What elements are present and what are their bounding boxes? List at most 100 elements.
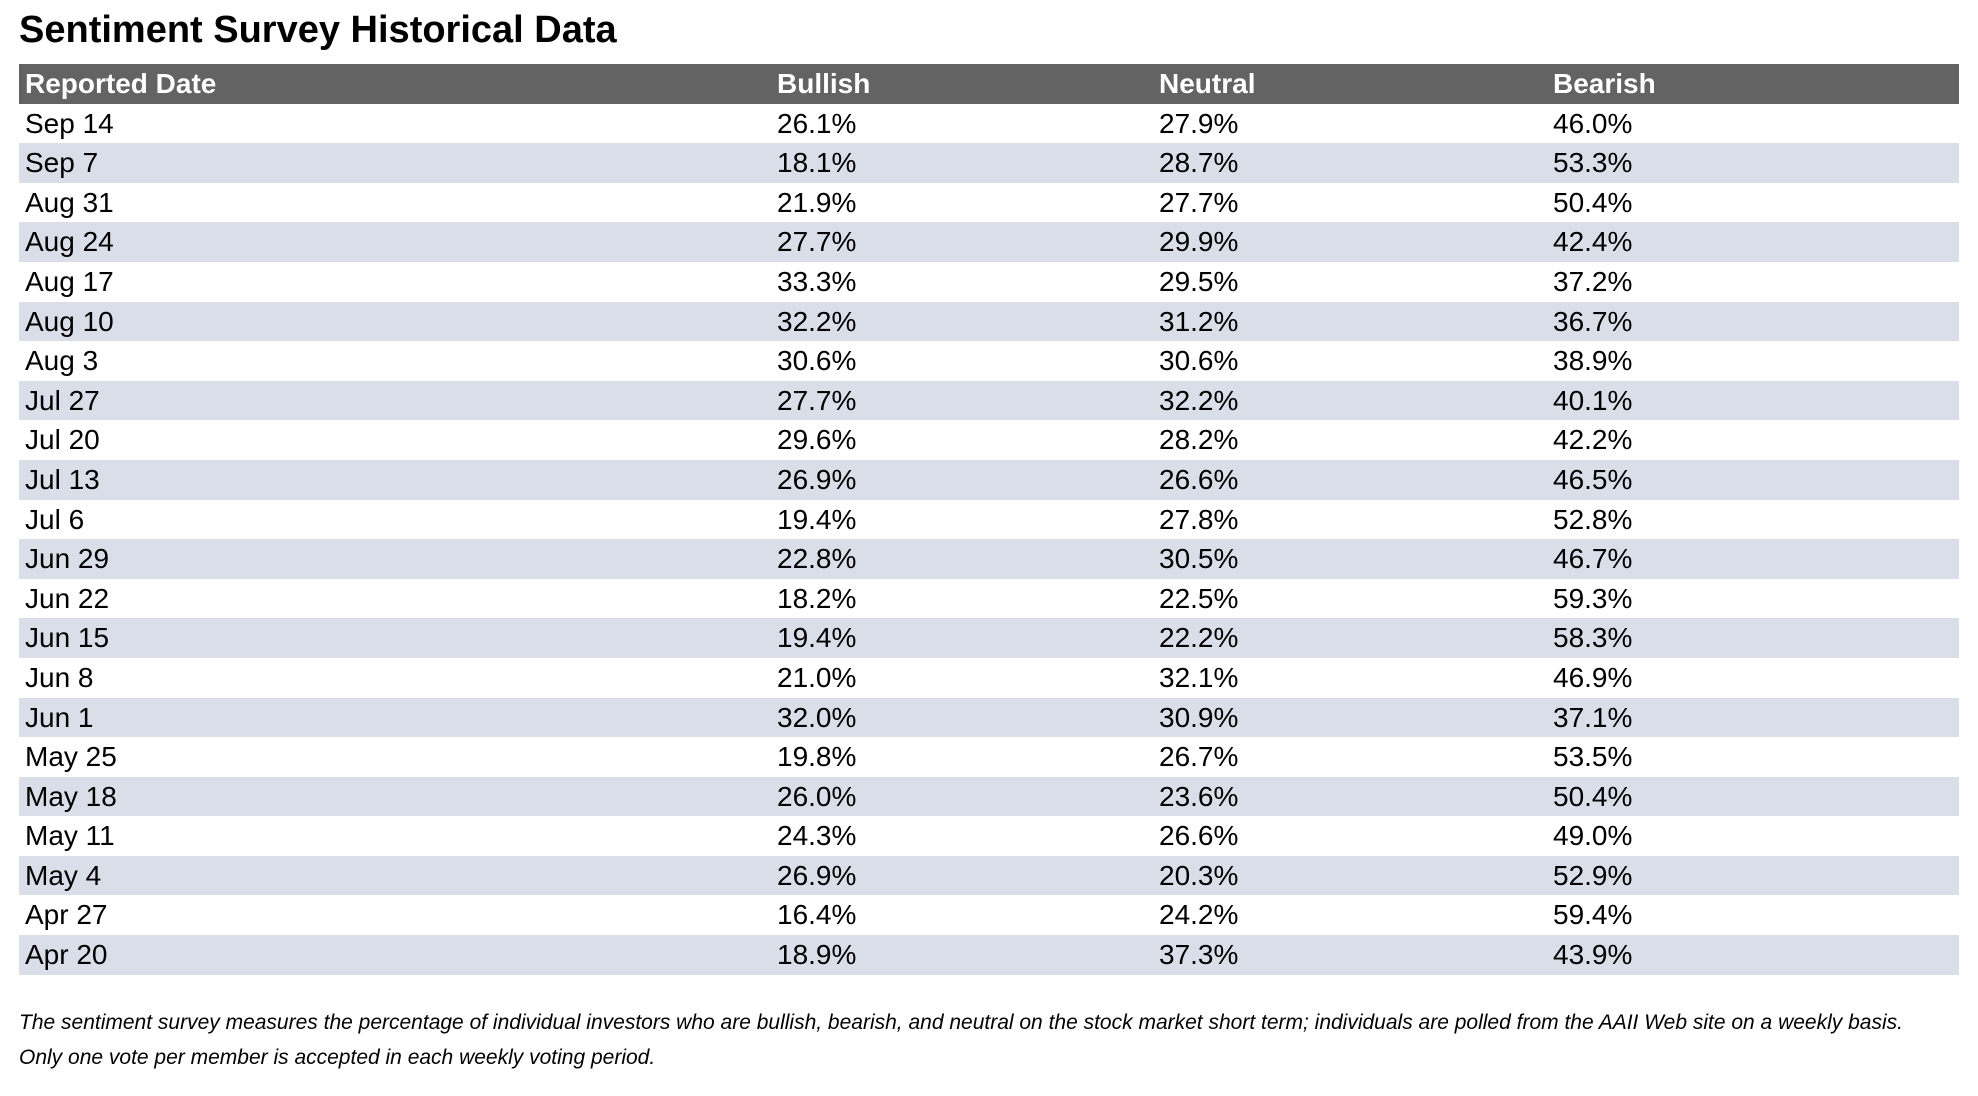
cell-bullish: 26.0% xyxy=(777,780,857,812)
cell-bearish: 46.0% xyxy=(1553,107,1633,139)
cell-reported-date: Aug 31 xyxy=(25,186,114,218)
table-body: Sep 14 26.1% 27.9% 46.0% Sep 7 18.1% 28.7% 53.3… xyxy=(19,103,1959,975)
cell-bearish: 52.8% xyxy=(1553,503,1633,535)
cell-reported-date: Jun 15 xyxy=(25,622,110,654)
cell-neutral: 24.2% xyxy=(1159,899,1239,931)
cell-bearish: 49.0% xyxy=(1553,820,1633,852)
table-row: Apr 27 16.4% 24.2% 59.4% xyxy=(19,895,1959,936)
cell-reported-date: Jun 29 xyxy=(25,543,110,575)
cell-reported-date: Jun 1 xyxy=(25,701,94,733)
sentiment-table: Reported Date Bullish Neutral Bearish Se… xyxy=(19,64,1959,975)
cell-bullish: 27.7% xyxy=(777,226,857,258)
cell-neutral: 27.8% xyxy=(1159,503,1239,535)
cell-bullish: 32.0% xyxy=(777,701,857,733)
table-row: Aug 3 30.6% 30.6% 38.9% xyxy=(19,341,1959,381)
cell-bearish: 42.4% xyxy=(1553,226,1633,258)
table-row: Aug 24 27.7% 29.9% 42.4% xyxy=(19,222,1959,262)
table-row: Aug 31 21.9% 27.7% 50.4% xyxy=(19,182,1959,223)
cell-bullish: 24.3% xyxy=(777,820,857,852)
header-reported-date: Reported Date xyxy=(25,68,217,99)
header-bullish: Bullish xyxy=(777,68,871,99)
cell-reported-date: May 25 xyxy=(25,741,117,773)
cell-bullish: 19.4% xyxy=(777,622,857,654)
cell-neutral: 31.2% xyxy=(1159,305,1239,337)
cell-reported-date: Jun 22 xyxy=(25,582,110,614)
cell-bullish: 16.4% xyxy=(777,899,857,931)
cell-reported-date: Sep 14 xyxy=(25,107,114,139)
cell-neutral: 23.6% xyxy=(1159,780,1239,812)
header-bearish: Bearish xyxy=(1553,68,1656,99)
cell-bearish: 37.2% xyxy=(1553,265,1633,297)
table-row: Jul 13 26.9% 26.6% 46.5% xyxy=(19,459,1959,500)
cell-bearish: 36.7% xyxy=(1553,305,1633,337)
cell-reported-date: Apr 20 xyxy=(25,939,108,971)
table-row: Jul 20 29.6% 28.2% 42.2% xyxy=(19,420,1959,460)
cell-reported-date: Aug 3 xyxy=(25,345,99,377)
table-row: Jun 8 21.0% 32.1% 46.9% xyxy=(19,657,1959,698)
cell-neutral: 20.3% xyxy=(1159,859,1239,891)
cell-reported-date: Aug 24 xyxy=(25,226,114,258)
cell-bearish: 46.5% xyxy=(1553,463,1633,495)
cell-reported-date: May 4 xyxy=(25,859,102,891)
cell-bullish: 22.8% xyxy=(777,543,857,575)
cell-bearish: 52.9% xyxy=(1553,859,1633,891)
cell-bearish: 50.4% xyxy=(1553,186,1633,218)
cell-bearish: 40.1% xyxy=(1553,384,1633,416)
cell-bearish: 37.1% xyxy=(1553,701,1633,733)
cell-neutral: 27.7% xyxy=(1159,186,1239,218)
table-row: Jun 29 22.8% 30.5% 46.7% xyxy=(19,539,1959,579)
table-row: Jul 6 19.4% 27.8% 52.8% xyxy=(19,499,1959,540)
cell-bullish: 18.1% xyxy=(777,147,857,179)
cell-reported-date: Sep 7 xyxy=(25,147,99,179)
cell-bullish: 19.8% xyxy=(777,741,857,773)
table-row: May 18 26.0% 23.6% 50.4% xyxy=(19,776,1959,817)
cell-neutral: 26.7% xyxy=(1159,741,1239,773)
cell-reported-date: Jun 8 xyxy=(25,661,94,693)
cell-neutral: 29.5% xyxy=(1159,265,1239,297)
cell-bullish: 26.9% xyxy=(777,463,857,495)
cell-reported-date: Aug 10 xyxy=(25,305,114,337)
cell-bearish: 53.5% xyxy=(1553,741,1633,773)
cell-bullish: 21.0% xyxy=(777,661,857,693)
cell-bullish: 29.6% xyxy=(777,424,857,456)
table-row: Jun 22 18.2% 22.5% 59.3% xyxy=(19,578,1959,619)
cell-neutral: 22.2% xyxy=(1159,622,1239,654)
cell-reported-date: Jul 27 xyxy=(25,384,100,416)
cell-bullish: 33.3% xyxy=(777,265,857,297)
table-row: Jun 1 32.0% 30.9% 37.1% xyxy=(19,697,1959,738)
table-row: Sep 7 18.1% 28.7% 53.3% xyxy=(19,143,1959,183)
cell-neutral: 28.2% xyxy=(1159,424,1239,456)
page-title: Sentiment Survey Historical Data xyxy=(19,9,617,51)
page: Sentiment Survey Historical Data Reporte… xyxy=(19,0,1959,1096)
cell-bearish: 59.3% xyxy=(1553,582,1633,614)
cell-neutral: 37.3% xyxy=(1159,939,1239,971)
table-row: Jul 27 27.7% 32.2% 40.1% xyxy=(19,380,1959,421)
cell-neutral: 30.9% xyxy=(1159,701,1239,733)
cell-bearish: 50.4% xyxy=(1553,780,1633,812)
cell-reported-date: Jul 13 xyxy=(25,463,100,495)
cell-reported-date: May 11 xyxy=(25,820,115,852)
table-row: Aug 17 33.3% 29.5% 37.2% xyxy=(19,261,1959,302)
cell-bearish: 43.9% xyxy=(1553,939,1633,971)
cell-reported-date: Apr 27 xyxy=(25,899,108,931)
cell-bullish: 19.4% xyxy=(777,503,857,535)
cell-reported-date: Jul 20 xyxy=(25,424,100,456)
cell-bullish: 21.9% xyxy=(777,186,857,218)
table-header-row: Reported Date Bullish Neutral Bearish xyxy=(19,64,1959,104)
table-row: May 25 19.8% 26.7% 53.5% xyxy=(19,737,1959,777)
table-row: Apr 20 18.9% 37.3% 43.9% xyxy=(19,935,1959,975)
table-row: Sep 14 26.1% 27.9% 46.0% xyxy=(19,103,1959,144)
cell-bearish: 42.2% xyxy=(1553,424,1633,456)
cell-bearish: 59.4% xyxy=(1553,899,1633,931)
cell-bullish: 27.7% xyxy=(777,384,857,416)
cell-neutral: 28.7% xyxy=(1159,147,1239,179)
cell-bearish: 38.9% xyxy=(1553,345,1633,377)
cell-reported-date: May 18 xyxy=(25,780,117,812)
cell-neutral: 29.9% xyxy=(1159,226,1239,258)
cell-reported-date: Jul 6 xyxy=(25,503,85,535)
cell-bullish: 30.6% xyxy=(777,345,857,377)
cell-neutral: 32.1% xyxy=(1159,661,1239,693)
header-neutral: Neutral xyxy=(1159,68,1256,99)
cell-neutral: 22.5% xyxy=(1159,582,1239,614)
cell-bearish: 46.7% xyxy=(1553,543,1633,575)
